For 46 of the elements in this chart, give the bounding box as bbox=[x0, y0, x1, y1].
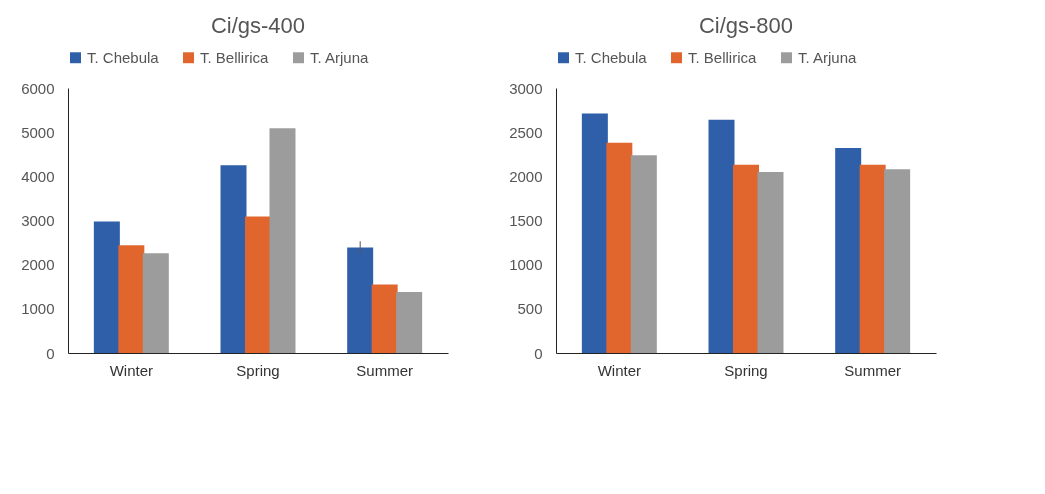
bar bbox=[220, 165, 247, 353]
bar bbox=[371, 284, 398, 353]
x-tick-label: Spring bbox=[236, 361, 280, 379]
bar bbox=[93, 221, 120, 353]
legend-label: T. Bellirica bbox=[688, 48, 758, 66]
y-tick-label: 1500 bbox=[509, 212, 543, 229]
bar bbox=[708, 119, 735, 353]
y-tick-label: 4000 bbox=[21, 167, 55, 185]
y-tick-label: 2000 bbox=[509, 167, 543, 185]
bar bbox=[581, 113, 608, 353]
y-tick-label: 1000 bbox=[509, 256, 543, 274]
legend-label: T. Arjuna bbox=[310, 48, 370, 66]
bar bbox=[884, 169, 911, 353]
y-tick-label: 1000 bbox=[21, 300, 55, 318]
y-tick-label: 2500 bbox=[509, 123, 543, 141]
x-tick-label: Spring bbox=[724, 361, 768, 379]
bar bbox=[269, 128, 296, 353]
bar bbox=[142, 253, 169, 353]
bar bbox=[347, 247, 374, 353]
y-tick-label: 3000 bbox=[509, 79, 543, 97]
legend-label: T. Chebula bbox=[87, 48, 160, 66]
chart-title: Ci/gs-800 bbox=[698, 13, 794, 38]
y-tick-label: 0 bbox=[46, 344, 55, 362]
bar bbox=[606, 142, 633, 353]
x-tick-label: Winter bbox=[109, 361, 154, 379]
bar bbox=[835, 148, 862, 353]
x-tick-label: Summer bbox=[356, 361, 414, 379]
x-tick-label: Winter bbox=[597, 361, 642, 379]
y-tick-label: 5000 bbox=[21, 123, 55, 141]
y-tick-label: 500 bbox=[517, 300, 543, 318]
bar bbox=[757, 171, 784, 353]
bar bbox=[859, 164, 886, 353]
legend-label: T. Chebula bbox=[575, 48, 648, 66]
bar bbox=[733, 164, 759, 353]
legend-label: T. Arjuna bbox=[798, 48, 858, 66]
y-tick-label: 0 bbox=[534, 344, 543, 362]
bar bbox=[630, 155, 657, 353]
x-tick-label: Summer bbox=[844, 361, 902, 379]
bar bbox=[396, 292, 423, 353]
chart-title: Ci/gs-400 bbox=[210, 13, 306, 38]
y-tick-label: 2000 bbox=[21, 256, 55, 274]
y-tick-label: 6000 bbox=[21, 79, 55, 97]
bar bbox=[118, 245, 145, 353]
bar bbox=[245, 216, 271, 353]
y-tick-label: 3000 bbox=[21, 212, 55, 229]
legend-label: T. Bellirica bbox=[200, 48, 270, 66]
